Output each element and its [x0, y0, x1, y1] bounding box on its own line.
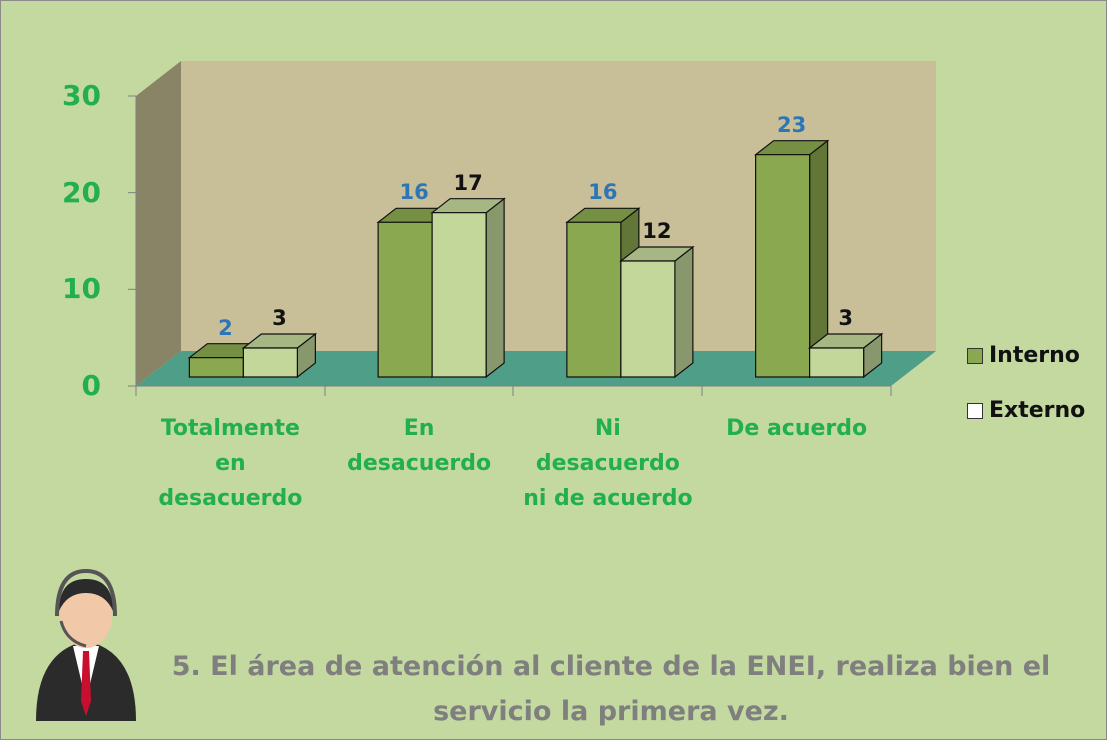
legend-swatch — [967, 403, 983, 419]
y-tick-label: 20 — [41, 178, 101, 208]
value-label: 16 — [573, 180, 633, 204]
value-label: 2 — [195, 316, 255, 340]
value-label: 12 — [627, 219, 687, 243]
value-label: 17 — [438, 171, 498, 195]
bar — [432, 199, 504, 377]
bar — [621, 247, 693, 377]
value-label: 3 — [816, 306, 876, 330]
value-label: 3 — [249, 306, 309, 330]
value-label: 23 — [762, 113, 822, 137]
legend-label: Externo — [989, 398, 1085, 424]
chart-title: 5. El área de atención al cliente de la … — [171, 644, 1051, 734]
x-tick-label: De acuerdo — [712, 411, 882, 446]
chart-canvas — [1, 1, 1106, 739]
agent-icon — [36, 571, 136, 721]
bar — [243, 334, 315, 377]
legend-swatch — [967, 348, 983, 364]
chart: 5. El área de atención al cliente de la … — [0, 0, 1107, 740]
x-tick-label: Ni desacuerdo ni de acuerdo — [523, 411, 693, 516]
y-tick-label: 30 — [41, 81, 101, 111]
y-tick-label: 0 — [41, 371, 101, 401]
x-tick-label: Totalmente en desacuerdo — [145, 411, 315, 516]
bar — [810, 334, 882, 377]
side-wall — [136, 61, 181, 386]
x-tick-label: En desacuerdo — [334, 411, 504, 481]
category-separators — [136, 386, 891, 396]
bar — [756, 141, 828, 377]
value-label: 16 — [384, 180, 444, 204]
legend-label: Interno — [989, 343, 1080, 369]
y-tick-label: 10 — [41, 274, 101, 304]
